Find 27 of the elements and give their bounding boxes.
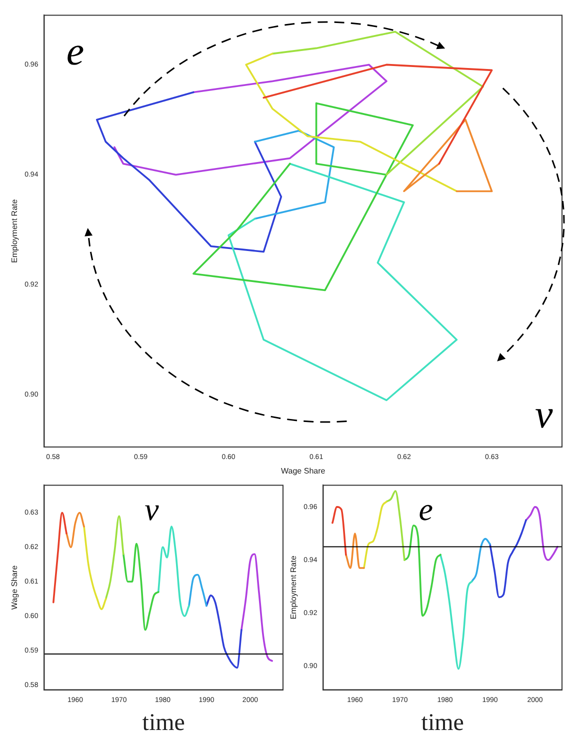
line-series (440, 554, 473, 670)
y-axis-title: Employment Rate (289, 555, 298, 620)
line-series (332, 506, 347, 556)
line-series (386, 490, 406, 561)
x-axis-title: time (142, 710, 185, 736)
line-series (489, 519, 527, 598)
annotation: e (418, 491, 433, 528)
line-series (240, 553, 273, 662)
annotation: v (144, 491, 160, 528)
line-series (363, 500, 388, 569)
x-axis-title: time (421, 710, 464, 736)
line-series (66, 512, 85, 548)
annotation: v (534, 391, 553, 436)
annotation: e (66, 28, 84, 74)
y-axis-title: Wage Share (10, 564, 20, 610)
line-series (471, 538, 491, 582)
line-series (188, 574, 208, 607)
line-series (83, 526, 107, 610)
line-series (104, 515, 124, 600)
x-axis-title: Wage Share (281, 466, 326, 476)
y-axis-title: Employment Rate (10, 198, 20, 263)
line-series (525, 506, 558, 561)
line-series (404, 524, 442, 617)
line-series (157, 526, 190, 617)
line-series (52, 512, 68, 604)
line-series (206, 594, 242, 669)
line-series (122, 542, 160, 631)
